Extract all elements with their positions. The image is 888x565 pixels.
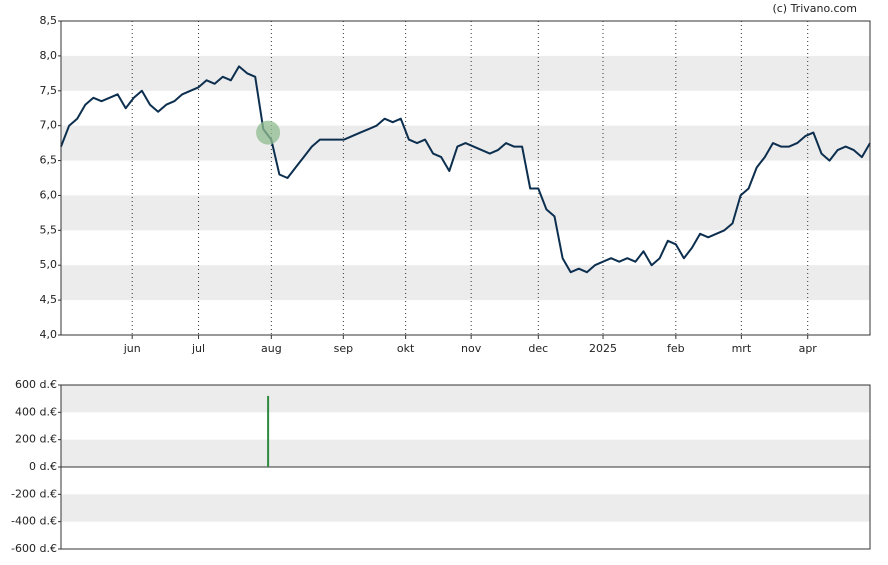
band xyxy=(61,195,870,231)
y-tick-label: 4,0 xyxy=(40,328,58,341)
y-tick-label: 5,5 xyxy=(40,223,58,236)
band xyxy=(61,385,870,413)
x-tick-label: dec xyxy=(528,342,548,355)
x-tick-label: 2025 xyxy=(589,342,617,355)
price-line xyxy=(60,65,871,274)
y-tick-label: -200 d.€ xyxy=(11,487,57,500)
band xyxy=(61,494,870,522)
y-tick-label: 400 d.€ xyxy=(15,405,57,418)
x-tick-label: okt xyxy=(397,342,415,355)
y-tick-label: 200 d.€ xyxy=(15,433,57,446)
x-tick-label: aug xyxy=(261,342,282,355)
y-tick-label: 0 d.€ xyxy=(29,460,57,473)
bar xyxy=(267,395,270,467)
y-tick-label: 600 d.€ xyxy=(15,378,57,391)
band xyxy=(61,265,870,301)
x-tick-label: apr xyxy=(799,342,818,355)
band xyxy=(61,439,870,467)
y-tick-label: 4,5 xyxy=(40,293,58,306)
x-tick-label: nov xyxy=(461,342,482,355)
x-tick-label: feb xyxy=(667,342,685,355)
y-tick-label: 7,5 xyxy=(40,84,58,97)
signal-marker xyxy=(256,120,281,145)
y-tick-label: 7,0 xyxy=(40,119,58,132)
y-tick-label: -600 d.€ xyxy=(11,542,57,555)
x-tick-label: mrt xyxy=(732,342,752,355)
x-tick-label: sep xyxy=(334,342,353,355)
x-tick-label: jun xyxy=(123,342,141,355)
band xyxy=(61,55,870,91)
source: (c) Trivano.com xyxy=(772,2,857,15)
y-tick-label: 8,0 xyxy=(40,49,58,62)
y-tick-label: 5,0 xyxy=(40,258,58,271)
x-tick-label: jul xyxy=(191,342,205,355)
plot-frame xyxy=(60,20,871,336)
y-tick-label: 6,5 xyxy=(40,154,58,167)
y-tick-label: 6,0 xyxy=(40,188,58,201)
y-tick-label: 8,5 xyxy=(40,14,58,27)
y-tick-label: -400 d.€ xyxy=(11,515,57,528)
plot-frame xyxy=(60,384,871,550)
